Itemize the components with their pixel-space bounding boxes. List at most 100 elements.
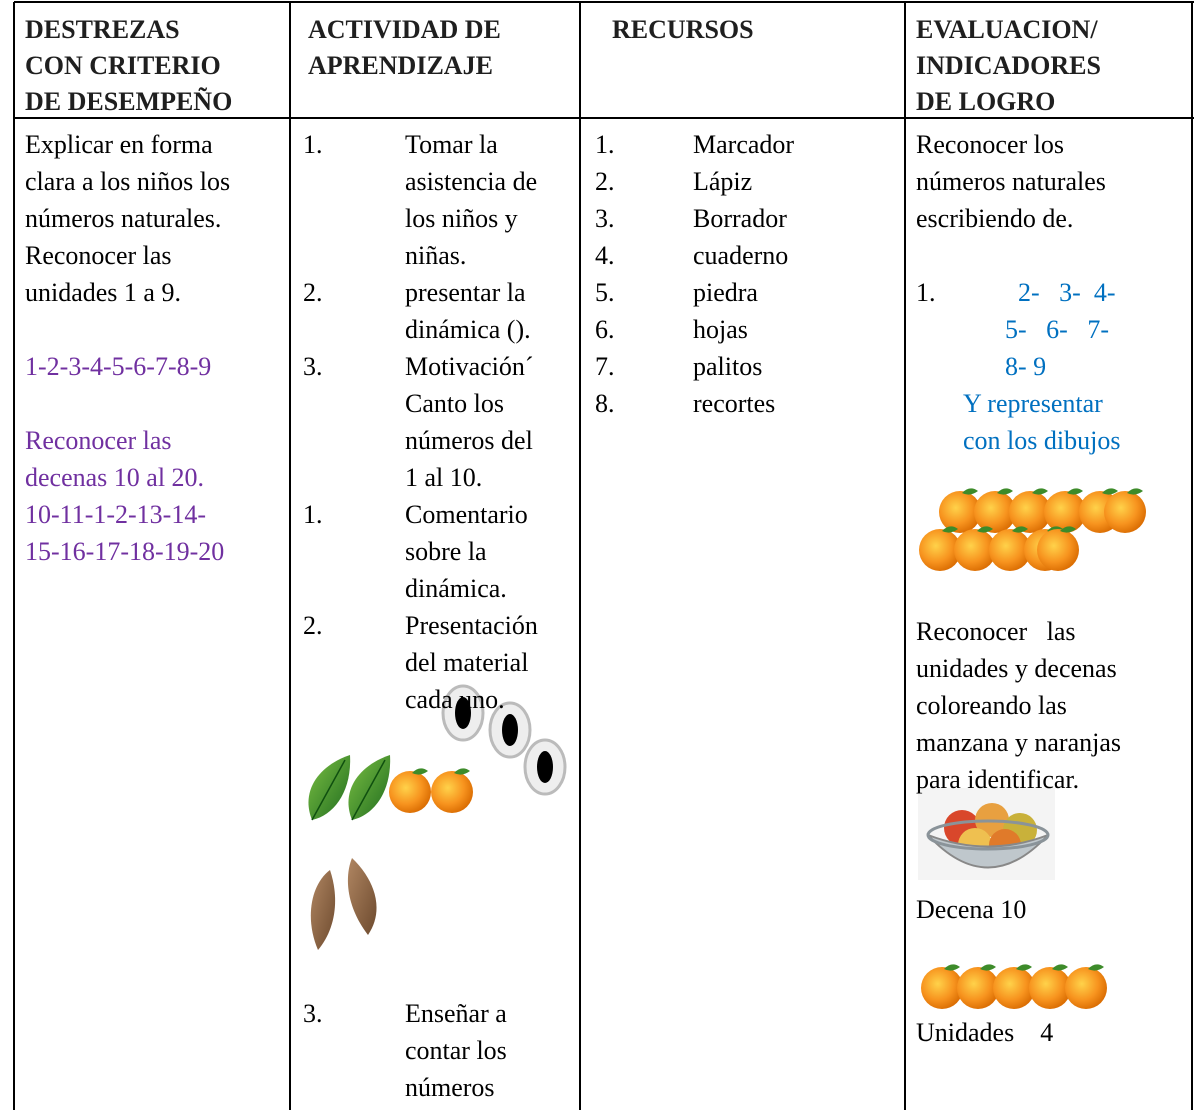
skill-line: 10-11-1-2-13-14- [25, 500, 206, 529]
resource-text: palitos [693, 352, 763, 381]
activity-line: números [405, 1073, 495, 1102]
list-number: 1. [303, 500, 323, 529]
orange [389, 768, 431, 813]
resource-text: recortes [693, 389, 776, 418]
activity-line: dinámica (). [405, 315, 531, 344]
orange [1029, 964, 1071, 1009]
skill-line: números naturales. [25, 204, 222, 233]
evaluation-line: Decena 10 [916, 895, 1027, 924]
activity-line: niñas. [405, 241, 467, 270]
orange [989, 526, 1031, 571]
activity-line: Comentario [405, 500, 528, 529]
list-number: 2. [303, 611, 323, 640]
list-number: 5. [595, 278, 615, 307]
orange [974, 488, 1016, 533]
header-cell-line: DE LOGRO [916, 87, 1056, 116]
list-number: 2. [595, 167, 615, 196]
activity-line: números del [405, 426, 533, 455]
evaluation-line: Unidades 4 [916, 1018, 1054, 1047]
orange [431, 768, 473, 813]
header-cell-line: INDICADORES [916, 51, 1101, 80]
dry-leaf [310, 870, 336, 950]
skill-line: 1-2-3-4-5-6-7-8-9 [25, 352, 212, 381]
activity-line: 1 al 10. [405, 463, 483, 492]
list-number: 8. [595, 389, 615, 418]
activity-line: los niños y [405, 204, 518, 233]
orange [957, 964, 999, 1009]
skill-line: unidades 1 a 9. [25, 278, 181, 307]
evaluation-line: números naturales [916, 167, 1106, 196]
skill-line: Explicar en forma [25, 130, 213, 159]
illustrations [308, 488, 1146, 1009]
list-number: 1. [595, 130, 615, 159]
list-number: 3. [595, 204, 615, 233]
list-number: 1. [303, 130, 323, 159]
resource-text: hojas [693, 315, 748, 344]
evaluation-line: Reconocer las [916, 617, 1076, 646]
activity-line: sobre la [405, 537, 487, 566]
activity-line: cada uno. [405, 685, 505, 714]
list-number: 2. [303, 278, 323, 307]
list-number: 3. [303, 352, 323, 381]
activity-line: Canto los [405, 389, 504, 418]
activity-line: dinámica. [405, 574, 507, 603]
activity-line: Tomar la [405, 130, 498, 159]
evaluation-line: escribiendo de. [916, 204, 1074, 233]
header-cell-line: CON CRITERIO [25, 51, 221, 80]
eye [441, 684, 485, 742]
list-number: 6. [595, 315, 615, 344]
list-number: 1. [916, 278, 936, 307]
header-cell-line: ACTIVIDAD DE [308, 15, 501, 44]
evaluation-item-line: con los dibujos [963, 426, 1121, 455]
activity-line: Presentación [405, 611, 538, 640]
evaluation-line: para identificar. [916, 765, 1080, 794]
fruit-bowl [918, 788, 1055, 880]
list-number: 4. [595, 241, 615, 270]
activity-line: presentar la [405, 278, 526, 307]
activity-line: Motivación´ [405, 352, 534, 381]
header-cell-line: APRENDIZAJE [308, 51, 493, 80]
evaluation-item-line: Y representar [963, 389, 1103, 418]
skill-line: 15-16-17-18-19-20 [25, 537, 225, 566]
activity-line: Enseñar a [405, 999, 507, 1028]
orange [993, 964, 1035, 1009]
orange [1009, 488, 1051, 533]
orange [954, 526, 996, 571]
evaluation-item-line: 2- 3- 4- [1018, 278, 1116, 307]
eye [523, 738, 567, 796]
resource-text: Borrador [693, 204, 787, 233]
table-borders [13, 1, 1194, 1110]
green-leaf [308, 755, 351, 821]
resource-text: Marcador [693, 130, 795, 159]
header-cell-line: DE DESEMPEÑO [25, 87, 233, 116]
resource-text: cuaderno [693, 241, 789, 270]
orange [921, 964, 963, 1009]
green-leaf [348, 755, 391, 821]
skill-line: Reconocer las [25, 426, 172, 455]
skill-line: decenas 10 al 20. [25, 463, 205, 492]
evaluation-line: unidades y decenas [916, 654, 1117, 683]
skill-line: Reconocer las [25, 241, 172, 270]
evaluation-item-line: 8- 9 [1005, 352, 1047, 381]
activity-line: asistencia de [405, 167, 538, 196]
evaluation-line: Reconocer los [916, 130, 1065, 159]
list-number: 7. [595, 352, 615, 381]
header-cell-line: RECURSOS [612, 15, 754, 44]
dry-leaf [347, 858, 377, 935]
header-cell-line: EVALUACION/ [916, 15, 1098, 44]
resource-text: Lápiz [693, 167, 753, 196]
orange [1044, 488, 1086, 533]
orange [939, 488, 981, 533]
evaluation-line: manzana y naranjas [916, 728, 1122, 757]
orange [1104, 488, 1146, 533]
eye [488, 701, 532, 759]
orange [919, 526, 961, 571]
activity-line: del material [405, 648, 529, 677]
list-number: 3. [303, 999, 323, 1028]
header-cell-line: DESTREZAS [25, 15, 180, 44]
activity-line: contar los [405, 1036, 507, 1065]
skill-line: clara a los niños los [25, 167, 231, 196]
orange [1065, 964, 1107, 1009]
